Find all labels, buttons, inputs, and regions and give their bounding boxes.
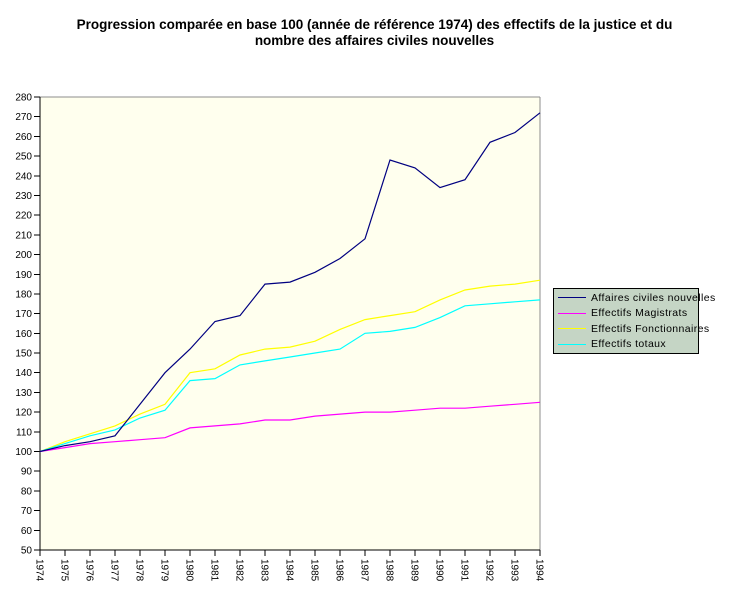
y-tick-label: 270 [15,112,32,123]
x-tick-label: 1975 [59,559,70,582]
legend-label-effectifs-fonctionnaires: Effectifs Fonctionnaires [591,322,710,335]
y-tick-label: 60 [21,526,33,537]
legend-item-effectifs-totaux: Effectifs totaux [554,337,698,352]
legend-label-affaires-civiles-nouvelles: Affaires civiles nouvelles [591,291,716,304]
x-tick-label: 1979 [159,559,170,582]
x-axis: 1974 1975 1976 1977 1978 1979 1980 1981 1982 1983… [34,550,545,582]
x-tick-label: 1988 [384,559,395,582]
legend-item-effectifs-magistrats: Effectifs Magistrats [554,306,698,321]
y-tick-label: 260 [15,132,32,143]
y-tick-label: 80 [21,486,33,497]
y-tick-label: 180 [15,289,32,300]
x-tick-label: 1985 [309,559,320,582]
y-tick-label: 250 [15,152,32,163]
y-tick-label: 50 [21,546,33,557]
y-tick-label: 70 [21,506,33,517]
chart-title-line1: Progression comparée en base 100 (année … [76,17,673,32]
y-tick-label: 240 [15,171,32,182]
legend-swatch-effectifs-magistrats [558,312,586,314]
legend: Affaires civiles nouvelles Effectifs Magi… [553,288,715,354]
x-tick-label: 1989 [409,559,420,582]
chart-title: Progression comparée en base 100 (année … [0,17,749,49]
x-tick-label: 1977 [109,559,120,582]
legend-label-effectifs-totaux: Effectifs totaux [591,338,667,351]
y-tick-label: 100 [15,447,32,458]
y-tick-label: 230 [15,191,32,202]
series-line-effectifs-fonctionnaires [39,279,541,453]
x-tick-label: 1974 [34,559,45,582]
y-axis: 50 60 70 80 90 100 110 120 130 140 150 160 170 180 190… [15,93,40,557]
y-tick-label: 140 [15,368,32,379]
x-tick-label: 1983 [259,559,270,582]
y-tick-label: 220 [15,211,32,222]
chart-title-line2: nombre des affaires civiles nouvelles [254,33,495,48]
y-tick-label: 210 [15,230,32,241]
plot-area [40,97,540,550]
y-tick-label: 160 [15,329,32,340]
x-tick-label: 1992 [484,559,495,582]
y-tick-label: 90 [21,467,33,478]
x-tick-label: 1982 [234,559,245,582]
y-tick-label: 280 [15,93,32,104]
series-line-effectifs-magistrats [39,401,541,453]
legend-swatch-affaires-civiles-nouvelles [558,297,586,299]
x-tick-label: 1994 [534,559,545,582]
x-tick-label: 1986 [334,559,345,582]
x-tick-label: 1987 [359,559,370,582]
legend-item-affaires-civiles-nouvelles: Affaires civiles nouvelles [554,290,715,305]
x-tick-label: 1976 [84,559,95,582]
y-tick-label: 110 [16,427,32,438]
x-tick-label: 1981 [209,559,220,582]
x-tick-label: 1984 [284,559,295,582]
y-tick-label: 150 [15,349,32,360]
x-tick-label: 1978 [134,559,145,582]
legend-item-effectifs-fonctionnaires: Effectifs Fonctionnaires [554,321,709,336]
y-tick-label: 190 [15,270,32,281]
y-tick-label: 120 [15,408,32,419]
y-tick-label: 200 [15,250,32,261]
legend-swatch-effectifs-totaux [558,343,586,345]
series-line-affaires-civiles-nouvelles [39,112,541,453]
x-tick-label: 1991 [459,559,470,582]
legend-swatch-effectifs-fonctionnaires [558,328,586,330]
y-tick-label: 170 [15,309,32,320]
legend-label-effectifs-magistrats: Effectifs Magistrats [591,307,688,320]
x-tick-label: 1993 [509,559,520,582]
y-tick-label: 130 [15,388,32,399]
x-tick-label: 1980 [184,559,195,582]
x-tick-label: 1990 [434,559,445,582]
